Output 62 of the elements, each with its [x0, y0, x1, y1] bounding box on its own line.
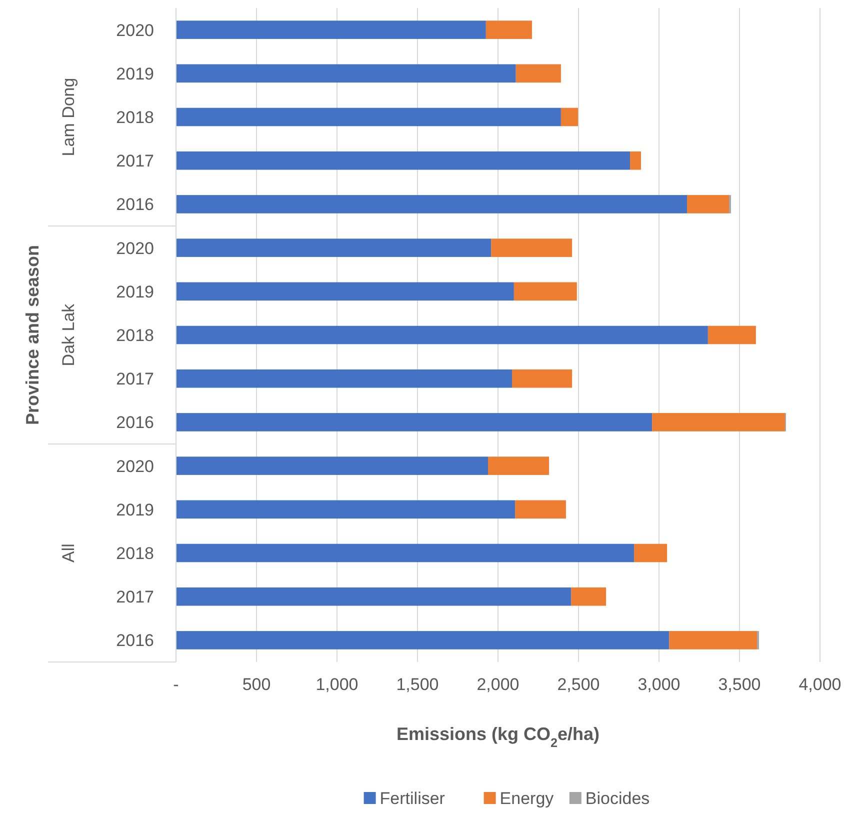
y-tick-label: 2016: [116, 413, 154, 432]
bar: [176, 587, 572, 606]
text: Dak Lak: [58, 303, 78, 366]
y-tick-label: 2016: [116, 631, 154, 650]
y-tick-label: 2018: [116, 326, 154, 345]
bar: [176, 456, 488, 475]
y-tick-label: 2017: [116, 370, 154, 389]
bar: [515, 500, 566, 519]
bar: [488, 456, 550, 475]
bar: [630, 151, 641, 170]
y-tick-label: 2018: [116, 544, 154, 563]
x-tick-label: 3,000: [638, 675, 680, 694]
bar: [176, 544, 634, 562]
y-tick-label: 2018: [116, 108, 154, 127]
y-tick-label: 2019: [116, 282, 154, 302]
bar: [176, 20, 486, 39]
bar: [176, 326, 708, 344]
x-tick-label: -: [173, 675, 179, 694]
bar: [491, 238, 572, 257]
bar: [176, 151, 630, 170]
bar: [708, 326, 756, 344]
bar: [176, 631, 670, 650]
bar: [176, 108, 561, 126]
y-tick-label: 2020: [116, 20, 154, 40]
text: All: [58, 544, 78, 562]
x-tick-label: 3,500: [718, 675, 761, 694]
bar: [514, 282, 577, 301]
bar: [176, 369, 512, 388]
x-axis-title: Emissions (kg CO$_{2}$e/ha): [396, 724, 600, 750]
bar: [512, 369, 572, 388]
bar: [687, 195, 730, 214]
legend-label: Biocides: [585, 789, 650, 808]
bar: [176, 500, 516, 519]
bar: [571, 587, 606, 606]
bar: [176, 413, 652, 432]
y-tick-label: 2019: [116, 500, 154, 520]
bar: [652, 413, 786, 432]
y-tick-label: 2017: [116, 152, 154, 171]
x-tick-label: 4,000: [798, 675, 842, 694]
legend-label: Energy: [500, 789, 554, 808]
x-tick-label: 500: [242, 675, 271, 694]
y-tick-label: 2017: [116, 588, 154, 607]
x-tick-label: 2,000: [476, 675, 520, 694]
bar: [560, 108, 578, 126]
bar: [176, 238, 492, 257]
bar: [486, 20, 532, 39]
bar: [176, 64, 516, 83]
x-tick-label: 1,500: [396, 675, 439, 694]
bar: [176, 282, 514, 301]
bar: [516, 64, 561, 83]
x-tick-label: 2,500: [557, 675, 600, 694]
bar: [176, 195, 688, 214]
y-tick-label: 2020: [116, 238, 154, 258]
x-tick-label: 1,000: [316, 675, 358, 694]
bar: [634, 544, 668, 562]
legend-label: Fertiliser: [380, 789, 446, 808]
text: Lam Dong: [58, 78, 78, 156]
bar: [669, 631, 758, 650]
y-axis-title: Province and season: [22, 244, 42, 426]
y-tick-label: 2016: [116, 195, 154, 214]
y-tick-label: 2019: [116, 64, 154, 84]
y-tick-label: 2020: [116, 456, 154, 476]
